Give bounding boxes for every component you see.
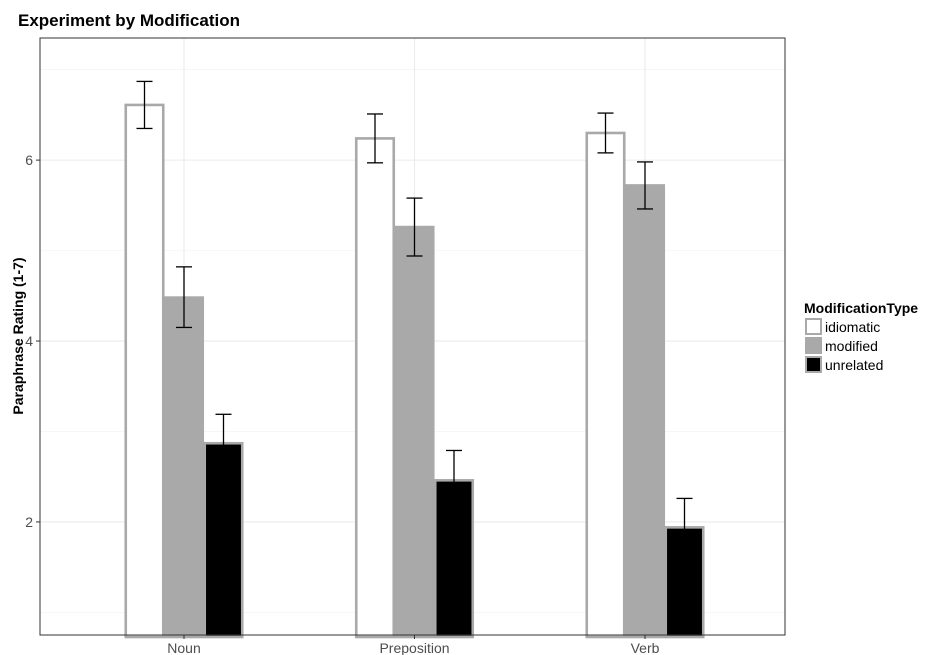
error-bar-unrelated-noun — [215, 413, 232, 473]
bar-idiomatic-noun — [124, 103, 165, 639]
legend-item-idiomatic: idiomatic — [805, 318, 880, 335]
legend-title: ModificationType — [804, 300, 918, 316]
error-bar-modified-verb — [637, 161, 653, 210]
error-bar-modified-noun — [176, 266, 192, 329]
error-bar-unrelated-verb — [676, 497, 693, 557]
bar-unrelated-preposition — [433, 479, 475, 639]
legend-label-idiomatic: idiomatic — [825, 319, 880, 335]
bar-modified-preposition — [394, 225, 435, 639]
legend-label-modified: modified — [825, 338, 878, 354]
error-bar-idiomatic-verb — [597, 112, 614, 154]
y-axis-title: Paraphrase Rating (1-7) — [10, 257, 26, 414]
x-axis: Noun Preposition Verb — [167, 635, 660, 655]
y-tick-label: 2 — [25, 514, 33, 530]
y-tick-label: 6 — [25, 152, 33, 168]
error-bar-modified-preposition — [406, 197, 423, 257]
legend-key-idiomatic — [805, 318, 822, 335]
error-bars — [136, 80, 693, 557]
bar-modified-noun — [163, 296, 205, 639]
bars — [124, 103, 705, 639]
error-bar-idiomatic-noun — [136, 80, 153, 130]
y-axis: 2 4 6 — [25, 152, 40, 530]
legend-label-unrelated: unrelated — [825, 357, 883, 373]
x-tick-label-verb: Verb — [631, 640, 660, 655]
legend-key-unrelated — [805, 356, 822, 373]
y-tick-label: 4 — [25, 333, 33, 349]
bar-idiomatic-verb — [585, 131, 626, 639]
bar-unrelated-noun — [203, 441, 244, 639]
chart-title: Experiment by Modification — [18, 11, 240, 30]
legend: ModificationType idiomatic modified unrelat… — [804, 300, 918, 373]
legend-key-modified — [805, 337, 822, 354]
legend-item-modified: modified — [805, 337, 878, 354]
x-tick-label-preposition: Preposition — [379, 640, 449, 655]
bar-idiomatic-preposition — [354, 137, 396, 639]
error-bar-unrelated-preposition — [446, 449, 462, 511]
x-tick-label-noun: Noun — [167, 640, 200, 655]
bar-modified-verb — [624, 184, 666, 639]
legend-item-unrelated: unrelated — [805, 356, 883, 373]
panel-border — [39, 37, 786, 636]
error-bar-idiomatic-preposition — [367, 113, 383, 164]
